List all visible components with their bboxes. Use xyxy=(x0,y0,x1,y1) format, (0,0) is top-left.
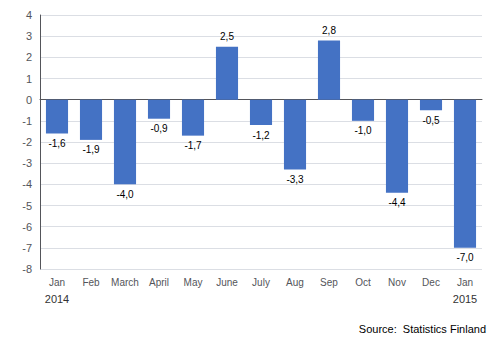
svg-text:-3: -3 xyxy=(22,157,32,169)
svg-text:-1,0: -1,0 xyxy=(354,125,372,136)
svg-text:-3,3: -3,3 xyxy=(286,174,304,185)
svg-text:July: July xyxy=(252,277,270,288)
svg-text:-4: -4 xyxy=(22,178,32,190)
svg-text:March: March xyxy=(111,277,139,288)
svg-text:2,8: 2,8 xyxy=(322,25,336,36)
svg-text:2015: 2015 xyxy=(453,293,477,305)
svg-text:-0,9: -0,9 xyxy=(150,123,168,134)
svg-text:April: April xyxy=(149,277,169,288)
svg-text:-1,9: -1,9 xyxy=(82,144,100,155)
svg-text:Jan: Jan xyxy=(49,277,65,288)
svg-text:0: 0 xyxy=(26,94,32,106)
svg-text:1: 1 xyxy=(26,73,32,85)
svg-text:-1,6: -1,6 xyxy=(48,138,66,149)
svg-text:2: 2 xyxy=(26,51,32,63)
svg-text:Aug: Aug xyxy=(286,277,304,288)
svg-text:-7: -7 xyxy=(22,242,32,254)
svg-text:-1,7: -1,7 xyxy=(184,140,202,151)
svg-text:Nov: Nov xyxy=(388,277,406,288)
svg-text:-1: -1 xyxy=(22,115,32,127)
svg-text:-0,5: -0,5 xyxy=(422,115,440,126)
svg-text:Feb: Feb xyxy=(82,277,100,288)
svg-text:June: June xyxy=(216,277,238,288)
svg-text:-4,4: -4,4 xyxy=(388,197,406,208)
svg-text:-5: -5 xyxy=(22,200,32,212)
svg-text:-1,2: -1,2 xyxy=(252,130,270,141)
svg-text:4: 4 xyxy=(26,9,32,21)
svg-text:2,5: 2,5 xyxy=(220,31,234,42)
svg-text:3: 3 xyxy=(26,30,32,42)
svg-text:2014: 2014 xyxy=(45,293,69,305)
svg-text:Source: Statistics Finland: Source: Statistics Finland xyxy=(359,323,486,335)
svg-text:-2: -2 xyxy=(22,136,32,148)
svg-text:Dec: Dec xyxy=(422,277,440,288)
svg-text:Sep: Sep xyxy=(320,277,338,288)
svg-text:May: May xyxy=(184,277,203,288)
svg-text:-4,0: -4,0 xyxy=(116,189,134,200)
svg-text:-6: -6 xyxy=(22,221,32,233)
svg-text:Oct: Oct xyxy=(355,277,371,288)
svg-text:Jan: Jan xyxy=(457,277,473,288)
svg-text:-7,0: -7,0 xyxy=(456,252,474,263)
svg-text:-8: -8 xyxy=(22,263,32,275)
